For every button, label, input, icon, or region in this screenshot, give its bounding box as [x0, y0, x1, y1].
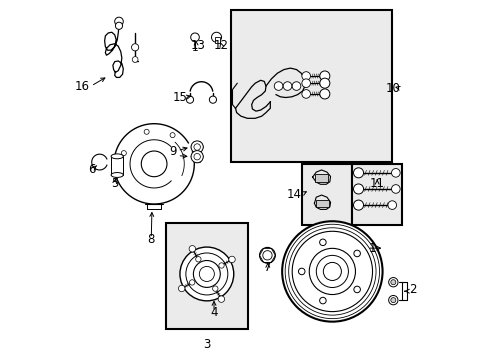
- Circle shape: [194, 153, 200, 160]
- Circle shape: [131, 44, 139, 51]
- Circle shape: [141, 151, 166, 177]
- Text: 14: 14: [286, 188, 301, 201]
- Circle shape: [262, 251, 271, 260]
- Circle shape: [132, 57, 138, 62]
- Text: 15: 15: [172, 91, 187, 104]
- Circle shape: [191, 141, 203, 153]
- Circle shape: [298, 268, 305, 275]
- Text: 3: 3: [203, 338, 210, 351]
- Ellipse shape: [111, 172, 123, 177]
- Text: 2: 2: [408, 283, 416, 296]
- Circle shape: [121, 150, 126, 156]
- Text: 6: 6: [88, 163, 96, 176]
- Text: 9: 9: [168, 145, 176, 158]
- Circle shape: [353, 250, 360, 257]
- Bar: [314, 174, 328, 182]
- Circle shape: [259, 247, 275, 263]
- Circle shape: [301, 79, 310, 87]
- Circle shape: [199, 266, 214, 282]
- Circle shape: [144, 129, 149, 134]
- Circle shape: [323, 262, 341, 280]
- Circle shape: [390, 280, 395, 285]
- Circle shape: [391, 168, 399, 177]
- Circle shape: [228, 256, 235, 263]
- Circle shape: [319, 297, 325, 304]
- Circle shape: [388, 296, 397, 305]
- Circle shape: [115, 22, 122, 30]
- Circle shape: [195, 257, 201, 262]
- Bar: [111, 156, 123, 175]
- Circle shape: [211, 32, 221, 42]
- Circle shape: [292, 82, 300, 90]
- Circle shape: [292, 231, 372, 312]
- Circle shape: [283, 82, 291, 90]
- Circle shape: [353, 168, 363, 178]
- Bar: [165, 223, 247, 329]
- Circle shape: [194, 144, 200, 150]
- Circle shape: [274, 82, 282, 90]
- Circle shape: [390, 298, 395, 303]
- Text: 7: 7: [264, 261, 271, 274]
- Circle shape: [185, 253, 227, 295]
- Circle shape: [388, 278, 397, 287]
- Circle shape: [319, 71, 329, 81]
- Circle shape: [218, 296, 224, 302]
- Circle shape: [391, 185, 399, 193]
- Circle shape: [193, 261, 220, 287]
- Circle shape: [353, 184, 363, 194]
- Circle shape: [301, 90, 310, 98]
- Text: 8: 8: [147, 233, 155, 246]
- Text: 10: 10: [385, 82, 400, 95]
- Circle shape: [319, 89, 329, 99]
- Circle shape: [288, 228, 375, 315]
- Text: 13: 13: [190, 39, 205, 52]
- Bar: [351, 164, 402, 225]
- Circle shape: [219, 263, 224, 268]
- Text: 12: 12: [213, 39, 228, 52]
- Circle shape: [316, 255, 348, 288]
- Bar: [301, 164, 351, 225]
- Text: 1: 1: [367, 242, 375, 255]
- Circle shape: [212, 286, 218, 291]
- Circle shape: [387, 201, 396, 210]
- Circle shape: [319, 78, 329, 88]
- Circle shape: [115, 17, 123, 26]
- Circle shape: [301, 72, 310, 80]
- Bar: [215, 37, 220, 43]
- Circle shape: [190, 33, 199, 41]
- Bar: [230, 10, 391, 162]
- Circle shape: [319, 239, 325, 246]
- Ellipse shape: [111, 154, 123, 159]
- Circle shape: [170, 132, 175, 138]
- Text: 4: 4: [210, 306, 217, 319]
- Circle shape: [189, 246, 195, 252]
- Circle shape: [282, 221, 382, 321]
- Circle shape: [186, 96, 193, 103]
- Circle shape: [180, 247, 233, 301]
- Circle shape: [178, 285, 184, 292]
- Circle shape: [353, 200, 363, 210]
- Circle shape: [191, 150, 203, 163]
- Text: 11: 11: [369, 177, 384, 190]
- Circle shape: [209, 96, 216, 103]
- Circle shape: [189, 280, 194, 285]
- Circle shape: [308, 248, 355, 294]
- Bar: [316, 200, 328, 207]
- Text: 5: 5: [111, 177, 118, 190]
- Circle shape: [353, 286, 360, 293]
- Text: 16: 16: [75, 80, 89, 93]
- Circle shape: [285, 224, 379, 319]
